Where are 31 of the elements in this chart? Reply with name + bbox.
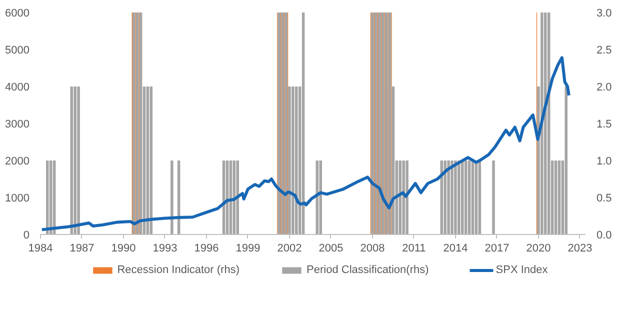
y2-tick-label: 0.5 <box>596 192 612 204</box>
y-tick-label: 0 <box>23 230 30 242</box>
y2-tick-label: 1.0 <box>596 156 612 168</box>
y-tick-label: 6000 <box>5 8 30 20</box>
legend-label: SPX Index <box>496 264 548 276</box>
x-tick-label: 2020 <box>526 242 551 254</box>
x-tick-label: 2014 <box>443 242 468 254</box>
x-tick-label: 2017 <box>484 242 510 254</box>
y2-tick-label: 3.0 <box>596 8 612 20</box>
y2-tick-label: 2.0 <box>596 82 612 94</box>
y-tick-label: 4000 <box>5 82 30 94</box>
y-tick-label: 2000 <box>5 156 30 168</box>
x-tick-label: 1984 <box>28 242 53 254</box>
y2-tick-label: 0.0 <box>596 230 612 242</box>
y2-tick-label: 1.5 <box>596 118 612 130</box>
x-tick-label: 2005 <box>318 242 344 254</box>
legend-label: Recession Indicator (rhs) <box>117 264 240 276</box>
x-tick-label: 1999 <box>236 242 260 254</box>
x-tick-label: 1996 <box>194 242 219 254</box>
x-tick-label: 2023 <box>568 242 592 254</box>
x-tick-label: 1993 <box>152 242 178 254</box>
y-tick-label: 5000 <box>5 44 30 56</box>
x-tick-label: 2002 <box>277 242 302 254</box>
y2-tick-label: 2.5 <box>596 44 612 56</box>
x-tick-label: 2008 <box>360 242 385 254</box>
x-tick-label: 1987 <box>70 242 94 254</box>
x-tick-label: 2011 <box>402 242 426 254</box>
y-tick-label: 3000 <box>5 118 30 130</box>
y-tick-label: 1000 <box>5 192 30 204</box>
x-tick-label: 1990 <box>111 242 136 254</box>
legend-label: Period Classification(rhs) <box>306 264 429 276</box>
